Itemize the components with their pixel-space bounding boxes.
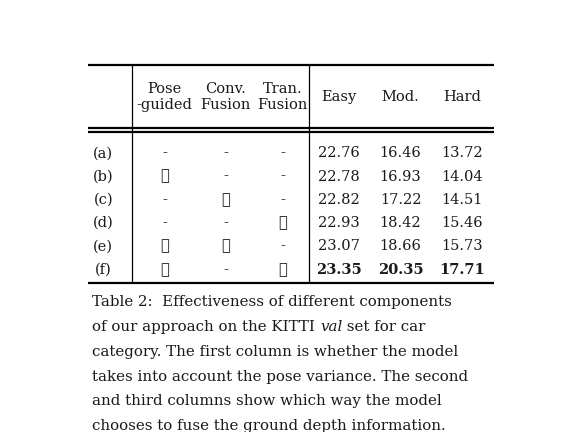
Text: set for car: set for car — [342, 320, 426, 334]
Text: -: - — [162, 216, 167, 230]
Text: 14.51: 14.51 — [441, 193, 482, 207]
Text: 20.35: 20.35 — [378, 263, 424, 277]
Text: Mod.: Mod. — [382, 90, 420, 104]
Text: ✓: ✓ — [160, 239, 169, 254]
Text: 18.66: 18.66 — [380, 239, 421, 254]
Text: (a): (a) — [93, 146, 113, 160]
Text: (f): (f) — [95, 263, 112, 277]
Text: 16.46: 16.46 — [380, 146, 421, 160]
Text: 17.71: 17.71 — [439, 263, 484, 277]
Text: -: - — [223, 263, 228, 277]
Text: val: val — [320, 320, 342, 334]
Text: -: - — [162, 193, 167, 207]
Text: Conv.
Fusion: Conv. Fusion — [200, 82, 251, 112]
Text: -: - — [223, 216, 228, 230]
Text: Hard: Hard — [443, 90, 481, 104]
Text: ✓: ✓ — [221, 239, 230, 254]
Text: (e): (e) — [93, 239, 113, 254]
Text: (c): (c) — [94, 193, 113, 207]
Text: 14.04: 14.04 — [441, 170, 483, 184]
Text: -: - — [223, 146, 228, 160]
Text: chooses to fuse the ground depth information.: chooses to fuse the ground depth informa… — [92, 419, 446, 432]
Text: 22.93: 22.93 — [319, 216, 360, 230]
Text: ✓: ✓ — [160, 263, 169, 277]
Text: 23.35: 23.35 — [316, 263, 362, 277]
Text: -: - — [280, 170, 285, 184]
Text: 15.46: 15.46 — [441, 216, 483, 230]
Text: ✓: ✓ — [278, 216, 287, 230]
Text: (b): (b) — [93, 170, 113, 184]
Text: 22.78: 22.78 — [319, 170, 360, 184]
Text: -: - — [280, 146, 285, 160]
Text: -: - — [162, 146, 167, 160]
Text: Pose
-guided: Pose -guided — [136, 82, 192, 112]
Text: ✓: ✓ — [160, 170, 169, 184]
Text: -: - — [280, 193, 285, 207]
Text: takes into account the pose variance. The second: takes into account the pose variance. Th… — [92, 369, 469, 384]
Text: 16.93: 16.93 — [380, 170, 421, 184]
Text: -: - — [223, 170, 228, 184]
Text: 15.73: 15.73 — [441, 239, 483, 254]
Text: 18.42: 18.42 — [380, 216, 421, 230]
Text: (d): (d) — [93, 216, 114, 230]
Text: and third columns show which way the model: and third columns show which way the mod… — [92, 394, 442, 409]
Text: category. The first column is whether the model: category. The first column is whether th… — [92, 345, 459, 359]
Text: of our approach on the KITTI: of our approach on the KITTI — [92, 320, 320, 334]
Text: Tran.
Fusion: Tran. Fusion — [257, 82, 308, 112]
Text: ✓: ✓ — [221, 193, 230, 207]
Text: 13.72: 13.72 — [441, 146, 483, 160]
Text: 22.82: 22.82 — [319, 193, 360, 207]
Text: -: - — [280, 239, 285, 254]
Text: ✓: ✓ — [278, 263, 287, 277]
Text: Easy: Easy — [321, 90, 357, 104]
Text: 22.76: 22.76 — [319, 146, 360, 160]
Text: 23.07: 23.07 — [319, 239, 360, 254]
Text: 17.22: 17.22 — [380, 193, 421, 207]
Text: Table 2:  Effectiveness of different components: Table 2: Effectiveness of different comp… — [92, 295, 452, 309]
